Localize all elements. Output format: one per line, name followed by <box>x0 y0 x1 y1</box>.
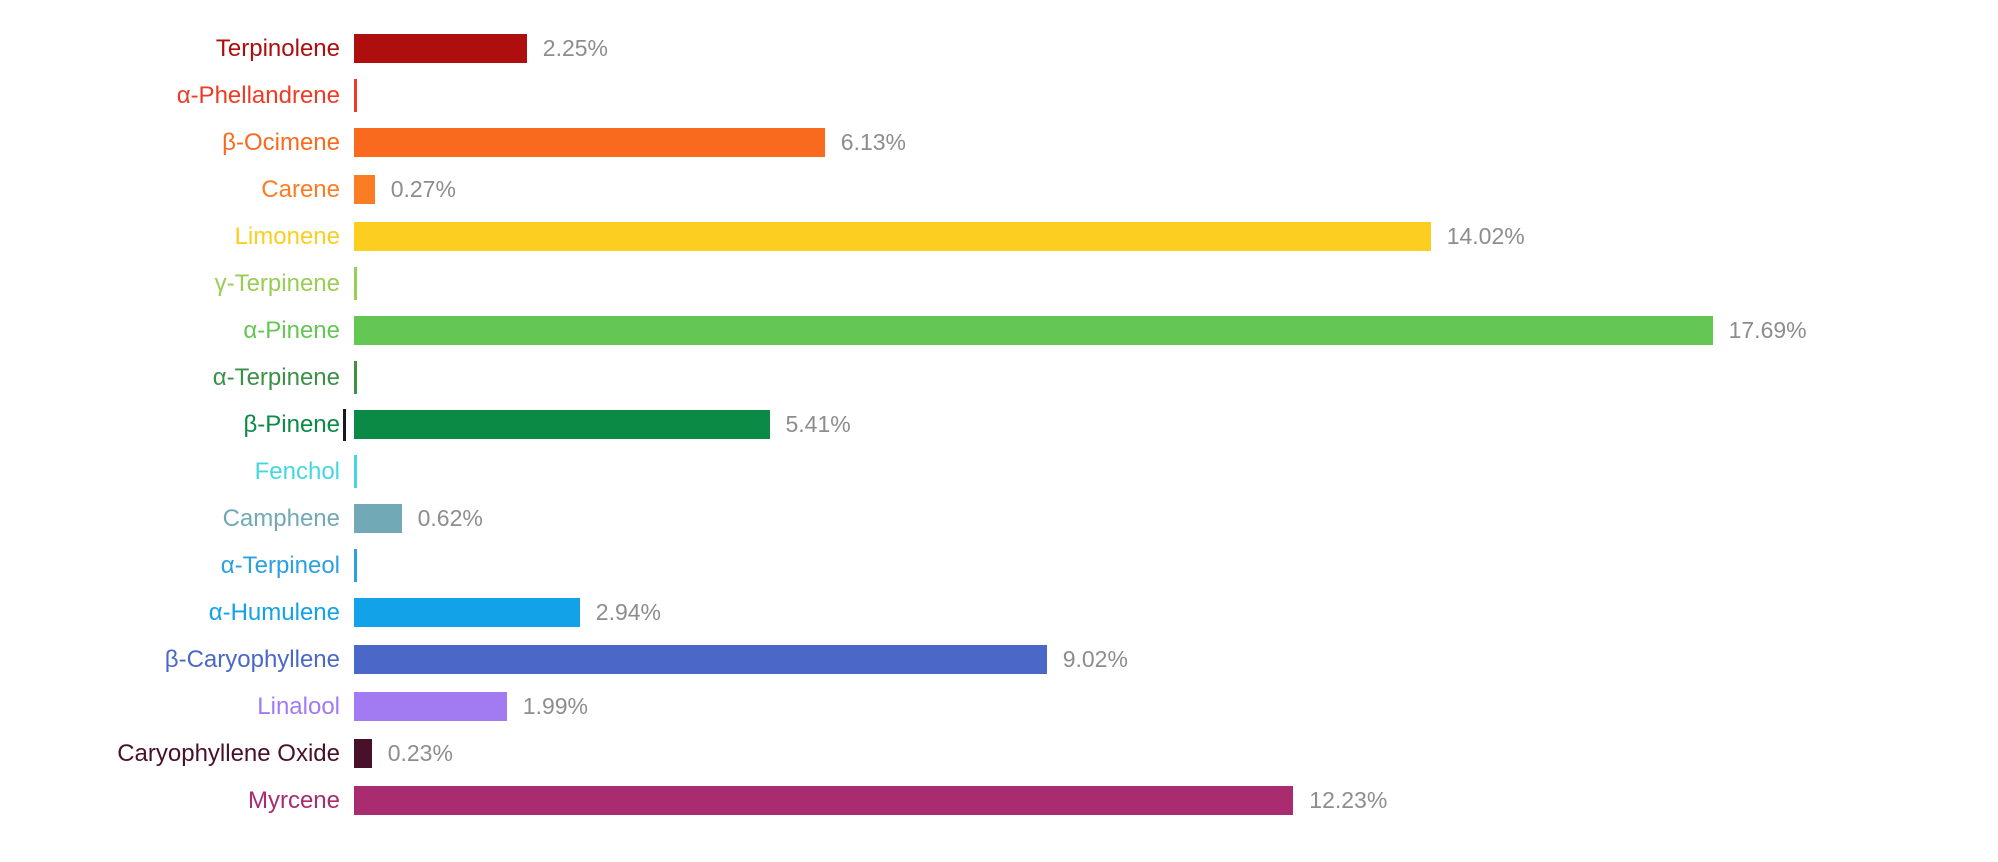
bar[interactable] <box>354 267 357 300</box>
chart-row: α-Terpinene <box>0 354 1807 401</box>
bar-area: 0.27% <box>354 175 456 204</box>
category-label: Carene <box>261 175 340 203</box>
bar-area <box>354 79 373 112</box>
chart-row: Fenchol <box>0 448 1807 495</box>
chart-row: Carene 0.27% <box>0 166 1807 213</box>
bar[interactable] <box>354 645 1047 674</box>
value-label: 0.27% <box>390 176 456 202</box>
category-label: γ-Terpinene <box>214 269 340 297</box>
category-label: α-Terpinene <box>212 363 340 391</box>
bar[interactable] <box>354 128 825 157</box>
bar-area <box>354 549 373 582</box>
category-label: α-Terpineol <box>220 551 340 579</box>
chart-row: α-Humulene 2.94% <box>0 589 1807 636</box>
category-label: Myrcene <box>247 786 340 814</box>
bar[interactable] <box>354 598 580 627</box>
bar[interactable] <box>354 175 375 204</box>
category-label: α-Humulene <box>208 598 340 626</box>
category-label: Linalool <box>257 692 340 720</box>
category-label: Fenchol <box>254 457 340 485</box>
bar[interactable] <box>354 316 1713 345</box>
bar[interactable] <box>354 455 357 488</box>
chart-row: Camphene 0.62% <box>0 495 1807 542</box>
bar-chart: Terpinolene 2.25% α-Phellandrene β-Ocime… <box>0 25 1807 824</box>
chart-row: Caryophyllene Oxide 0.23% <box>0 730 1807 777</box>
value-label: 2.94% <box>595 599 662 625</box>
value-label: 17.69% <box>1728 317 1807 343</box>
bar[interactable] <box>354 739 372 768</box>
bar-area <box>354 267 373 300</box>
bar[interactable] <box>354 79 357 112</box>
chart-row: α-Pinene 17.69% <box>0 307 1807 354</box>
chart-row: β-Caryophyllene 9.02% <box>0 636 1807 683</box>
chart-row: α-Terpineol <box>0 542 1807 589</box>
value-label: 2.25% <box>542 35 609 61</box>
chart-row: α-Phellandrene <box>0 72 1807 119</box>
bar-area <box>354 361 373 394</box>
bar-area: 12.23% <box>354 786 1387 815</box>
category-label: Terpinolene <box>215 34 340 62</box>
chart-row: Linalool 1.99% <box>0 683 1807 730</box>
bar-area: 1.99% <box>354 692 588 721</box>
bar[interactable] <box>354 361 357 394</box>
bar-area: 2.94% <box>354 598 661 627</box>
bar-area: 5.41% <box>354 410 851 439</box>
category-label: α-Pinene <box>243 316 340 344</box>
bar[interactable] <box>354 692 507 721</box>
chart-row: Terpinolene 2.25% <box>0 25 1807 72</box>
bar[interactable] <box>354 549 357 582</box>
category-label: Camphene <box>222 504 340 532</box>
value-label: 0.62% <box>417 505 483 531</box>
bar-area <box>354 455 373 488</box>
bar-area: 0.62% <box>354 504 483 533</box>
bar[interactable] <box>354 222 1431 251</box>
bar-area: 0.23% <box>354 739 453 768</box>
bar-area: 17.69% <box>354 316 1807 345</box>
chart-row: β-Pinene 5.41% <box>0 401 1807 448</box>
chart-row: β-Ocimene 6.13% <box>0 119 1807 166</box>
bar[interactable] <box>354 786 1294 815</box>
value-label: 0.23% <box>387 740 453 766</box>
bar[interactable] <box>354 410 770 439</box>
category-label: α-Phellandrene <box>176 81 340 109</box>
value-label: 12.23% <box>1309 787 1388 813</box>
bar-area: 9.02% <box>354 645 1128 674</box>
text-cursor <box>343 408 346 441</box>
bar-area: 6.13% <box>354 128 906 157</box>
category-label: β-Caryophyllene <box>164 645 340 673</box>
chart-row: Limonene 14.02% <box>0 213 1807 260</box>
category-label: Limonene <box>234 222 340 250</box>
bar-area: 14.02% <box>354 222 1525 251</box>
bar[interactable] <box>354 34 527 63</box>
value-label: 6.13% <box>840 129 907 155</box>
bar[interactable] <box>354 504 402 533</box>
bar-area: 2.25% <box>354 34 608 63</box>
category-label: Caryophyllene Oxide <box>117 739 340 767</box>
value-label: 5.41% <box>785 411 851 437</box>
value-label: 14.02% <box>1446 223 1525 249</box>
category-label: β-Ocimene <box>222 128 340 156</box>
chart-row: γ-Terpinene <box>0 260 1807 307</box>
value-label: 1.99% <box>522 693 589 719</box>
chart-row: Myrcene 12.23% <box>0 777 1807 824</box>
category-label: β-Pinene <box>243 410 340 438</box>
value-label: 9.02% <box>1062 646 1128 672</box>
